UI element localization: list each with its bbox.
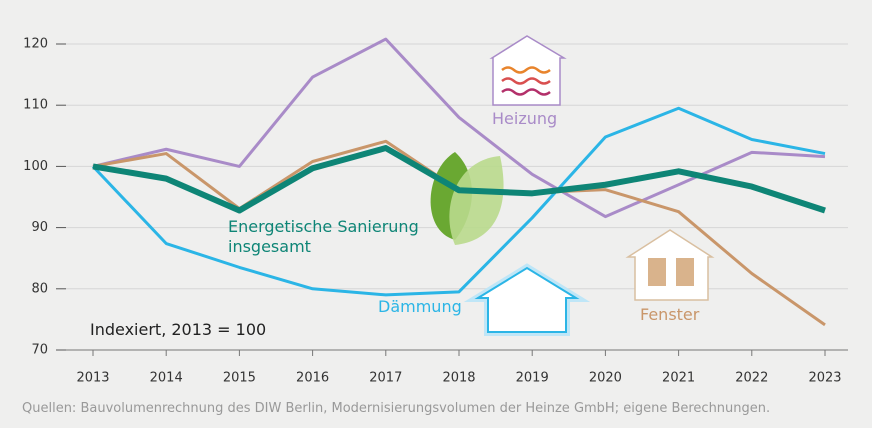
- x-tick-label: 2018: [442, 371, 475, 386]
- y-tick-label: 80: [31, 281, 48, 296]
- y-tick-label: 70: [31, 343, 48, 358]
- x-tick-label: 2015: [223, 371, 256, 386]
- x-tick-label: 2016: [296, 371, 329, 386]
- x-tick-label: 2014: [150, 371, 183, 386]
- x-tick-label: 2022: [735, 371, 768, 386]
- annotation: Indexiert, 2013 = 100: [90, 320, 267, 339]
- icons: [430, 35, 715, 336]
- axes: 70 80 90 100 110 120 2013 2014 2015 2016 2017 2018 2…: [23, 37, 848, 386]
- y-tick-label: 100: [23, 159, 48, 174]
- x-tick-label: 2019: [516, 371, 549, 386]
- x-tick-label: 2023: [808, 371, 841, 386]
- source: Quellen: Bauvolumenrechnung des DIW Berl…: [22, 401, 771, 416]
- series-label: Energetische Sanierung insgesamt: [228, 217, 419, 256]
- x-tick-label: 2017: [369, 371, 402, 386]
- x-tick-label: 2013: [76, 371, 109, 386]
- series-label: Dämmung: [378, 297, 462, 316]
- y-tick-label: 120: [23, 37, 48, 52]
- x-tick-label: 2020: [589, 371, 622, 386]
- y-tick-label: 110: [23, 98, 48, 113]
- x-tick-label: 2021: [662, 371, 695, 386]
- line: [91, 106, 826, 297]
- line: [92, 145, 826, 214]
- y-tick-label: 90: [31, 220, 48, 235]
- series-label: Fenster: [640, 305, 700, 324]
- series-label: Heizung: [492, 109, 558, 128]
- series: [91, 37, 826, 327]
